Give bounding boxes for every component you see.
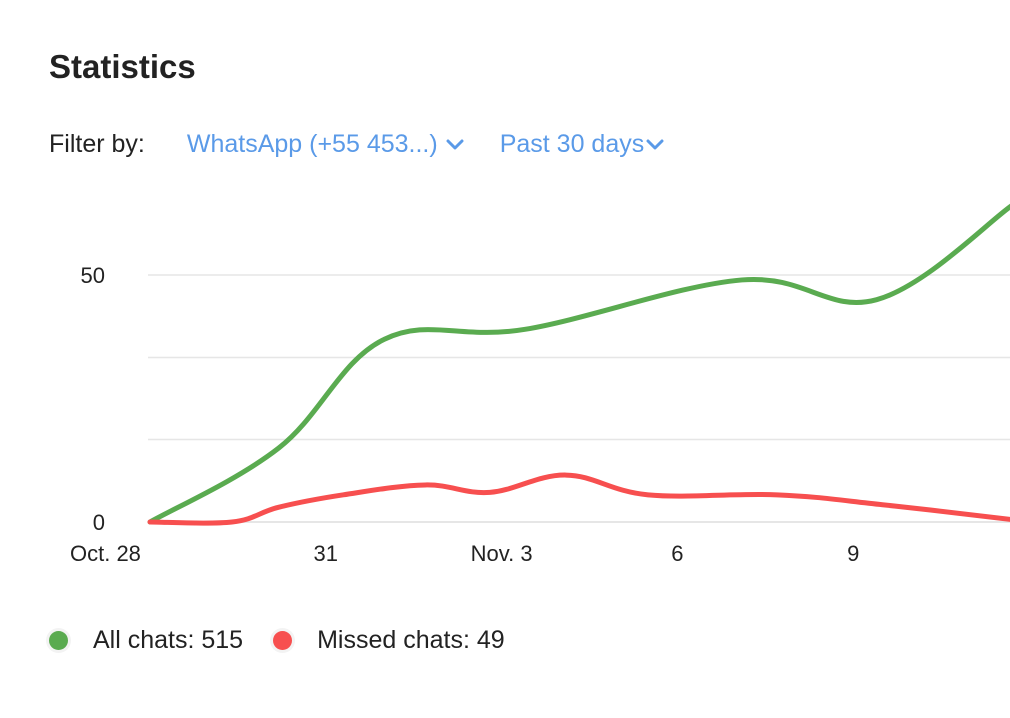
legend: All chats: 515 Missed chats: 49 [49, 626, 535, 655]
chevron-down-icon [646, 139, 664, 149]
filter-bar: Filter by: WhatsApp (+55 453...) Past 30… [49, 130, 700, 159]
legend-item-missed-chats[interactable]: Missed chats: 49 [273, 626, 505, 655]
filter-label: Filter by: [49, 130, 145, 158]
channel-dropdown-value: WhatsApp (+55 453...) [186, 130, 438, 158]
x-tick-label: 31 [314, 541, 338, 566]
red-dot-icon [273, 631, 293, 650]
legend-all-chats-label: All chats: 515 [93, 626, 244, 654]
x-tick-label: 6 [671, 541, 683, 566]
legend-item-all-chats[interactable]: All chats: 515 [49, 626, 243, 655]
x-tick-label: Nov. 3 [471, 541, 533, 566]
legend-missed-chats-label: Missed chats: 49 [317, 626, 505, 654]
series-line-missed-chats [147, 472, 1010, 526]
page-title: Statistics [49, 48, 196, 85]
x-tick-label: Oct. 28 [70, 541, 141, 566]
x-tick-label: 9 [847, 541, 859, 566]
period-dropdown-value: Past 30 days [499, 130, 645, 158]
chevron-down-icon [446, 139, 464, 149]
channel-dropdown[interactable]: WhatsApp (+55 453...) [187, 130, 464, 159]
series-line-all-chats [147, 203, 1010, 525]
y-tick-label: 0 [93, 510, 105, 535]
period-dropdown[interactable]: Past 30 days [500, 130, 665, 159]
y-tick-label: 50 [81, 263, 105, 288]
green-dot-icon [49, 631, 68, 650]
